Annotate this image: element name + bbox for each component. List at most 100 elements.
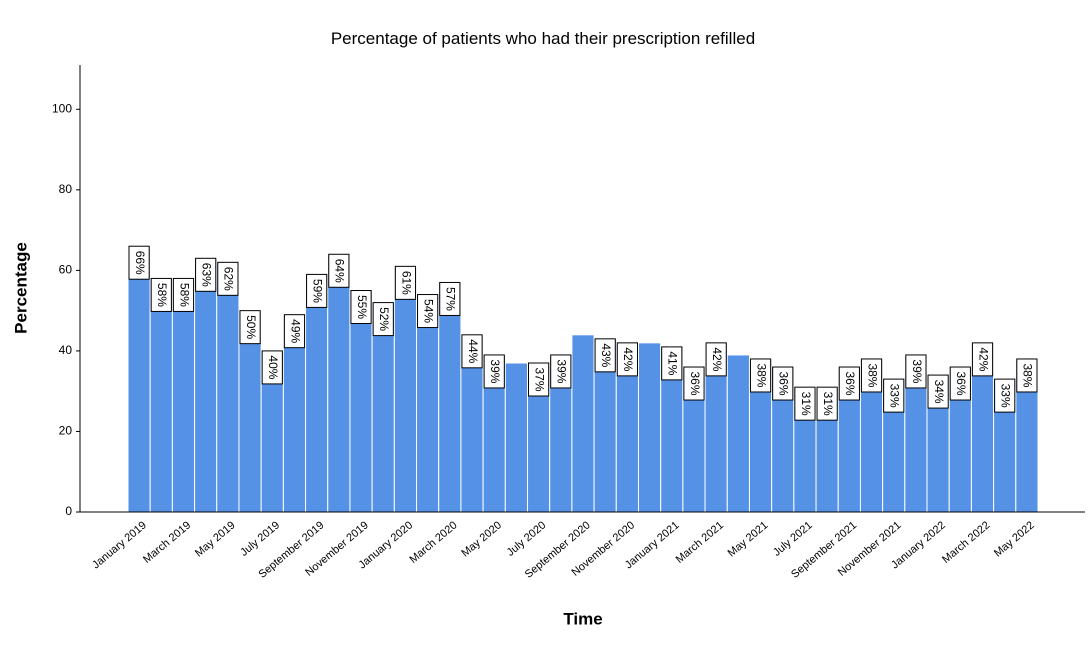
y-tick-label: 80 (59, 182, 73, 196)
data-label: 31% (799, 392, 813, 416)
y-tick-label: 40 (59, 343, 73, 357)
data-label: 43% (599, 343, 613, 367)
data-label: 36% (843, 372, 857, 396)
data-label: 54% (421, 299, 435, 323)
data-label: 39% (910, 359, 924, 383)
data-label-box (905, 354, 927, 389)
x-tick-label: March 2019 (141, 519, 193, 566)
bar (637, 342, 662, 513)
y-tick-label: 20 (59, 424, 73, 438)
data-label-box (1016, 358, 1038, 393)
x-axis-title: Time (563, 609, 602, 628)
data-label: 66% (133, 251, 147, 275)
data-label-box (283, 314, 306, 349)
y-tick-label: 60 (59, 263, 73, 277)
x-tick-label: January 2019 (90, 519, 149, 571)
data-label: 31% (821, 392, 835, 416)
data-label: 59% (310, 279, 324, 303)
data-label: 58% (177, 283, 191, 307)
data-label: 36% (777, 372, 791, 396)
data-label: 38% (754, 363, 768, 387)
data-label-box (683, 366, 705, 401)
data-label: 40% (266, 355, 280, 379)
data-label: 34% (932, 380, 946, 404)
data-label: 39% (488, 359, 502, 383)
data-label: 38% (1021, 363, 1035, 387)
data-label-box (417, 294, 439, 329)
data-label-box (328, 253, 350, 288)
data-label-box (550, 354, 572, 389)
data-label: 52% (377, 307, 391, 331)
x-tick-label: July 2019 (238, 519, 282, 558)
bar (393, 265, 418, 513)
data-label-box (705, 342, 727, 377)
data-label: 36% (954, 372, 968, 396)
x-tick-label: March 2021 (674, 519, 726, 566)
data-label: 50% (244, 315, 258, 339)
bar (194, 257, 218, 513)
bar (504, 362, 529, 513)
data-label-box (594, 338, 616, 373)
data-label: 42% (976, 347, 990, 371)
y-tick-label: 100 (52, 101, 72, 115)
data-label-box (616, 342, 638, 377)
bar (149, 277, 173, 513)
bar (305, 273, 329, 513)
data-label-box (372, 302, 394, 337)
bar (216, 261, 240, 513)
data-label-box (860, 358, 883, 393)
data-label: 57% (444, 287, 458, 311)
data-label-box (217, 261, 239, 296)
data-label-box (195, 257, 217, 292)
data-label-box (150, 277, 172, 312)
x-tick-label: March 2020 (407, 519, 459, 566)
data-label-box (749, 358, 772, 393)
bar (726, 354, 750, 513)
data-label-box (528, 362, 550, 397)
data-label-box (239, 310, 261, 345)
data-label: 44% (466, 339, 480, 363)
data-label-box (306, 273, 328, 308)
data-label-box (772, 366, 794, 401)
x-tick-label: July 2021 (771, 519, 815, 558)
data-label-box (461, 334, 483, 369)
data-label: 36% (688, 372, 702, 396)
data-label-box (394, 265, 417, 300)
data-label: 62% (222, 267, 236, 291)
data-label: 38% (865, 363, 879, 387)
bar (127, 245, 151, 513)
data-label-box (949, 366, 971, 401)
bar (327, 253, 351, 513)
data-label: 64% (333, 259, 347, 283)
data-label: 42% (621, 347, 635, 371)
data-label-box (927, 374, 949, 409)
bar (438, 281, 462, 513)
data-label-box (883, 378, 905, 413)
data-label: 49% (288, 319, 302, 343)
x-tick-label: May 2022 (992, 519, 1037, 559)
x-tick-label: March 2022 (940, 519, 992, 566)
data-label: 37% (532, 367, 546, 391)
data-label: 63% (200, 263, 214, 287)
data-label: 58% (155, 283, 169, 307)
data-label: 55% (355, 295, 369, 319)
data-label: 39% (555, 359, 569, 383)
x-tick-label: May 2019 (193, 519, 238, 559)
data-label-box (994, 378, 1016, 413)
data-label: 61% (399, 271, 413, 295)
data-label-box (661, 346, 683, 381)
data-label-box (350, 290, 372, 325)
data-label-box (816, 386, 838, 421)
x-tick-label: July 2020 (505, 519, 549, 558)
data-label: 42% (710, 347, 724, 371)
data-label-box (483, 354, 505, 389)
bar (171, 277, 196, 513)
x-tick-label: May 2020 (459, 519, 504, 559)
data-label-box (838, 366, 860, 401)
data-label: 41% (666, 351, 680, 375)
data-label-box (794, 386, 816, 421)
data-label-box (128, 245, 150, 280)
data-label-box (261, 350, 283, 385)
data-label-box (439, 281, 461, 316)
